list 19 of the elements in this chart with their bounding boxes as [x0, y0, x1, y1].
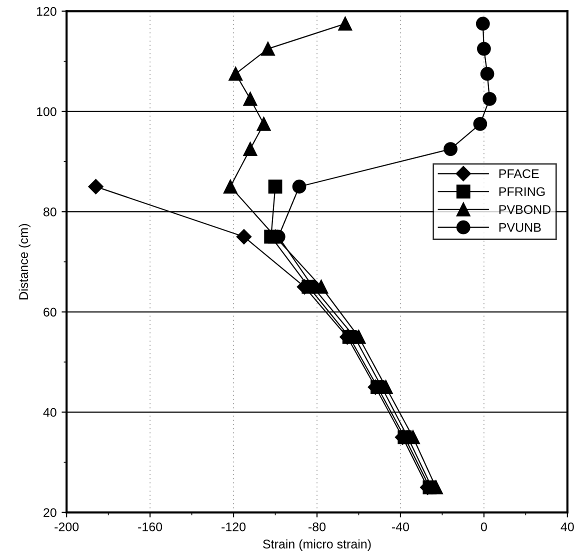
- x-axis-title: Strain (micro strain): [263, 539, 371, 551]
- y-tick-label: 120: [36, 7, 56, 16]
- x-tick-label: -40: [392, 522, 410, 532]
- x-tick-label: 0: [480, 522, 487, 532]
- legend-label: PFACE: [499, 169, 539, 178]
- legend-label: PFRING: [499, 187, 545, 196]
- legend-label: PVUNB: [499, 223, 541, 232]
- x-tick-label: -80: [308, 522, 326, 532]
- y-tick-label: 20: [44, 508, 56, 518]
- y-tick-label: 40: [43, 408, 56, 417]
- x-tick-label: -200: [54, 522, 79, 532]
- legend-label: PVBOND: [499, 205, 551, 214]
- y-axis-title: Distance (cm): [18, 224, 30, 300]
- y-tick-label: 100: [36, 107, 56, 116]
- x-tick-label: -120: [222, 522, 246, 532]
- y-tick-label: 60: [44, 308, 56, 317]
- y-tick-label: 80: [44, 207, 56, 216]
- x-tick-label: 40: [560, 522, 574, 532]
- x-tick-label: -160: [138, 522, 162, 532]
